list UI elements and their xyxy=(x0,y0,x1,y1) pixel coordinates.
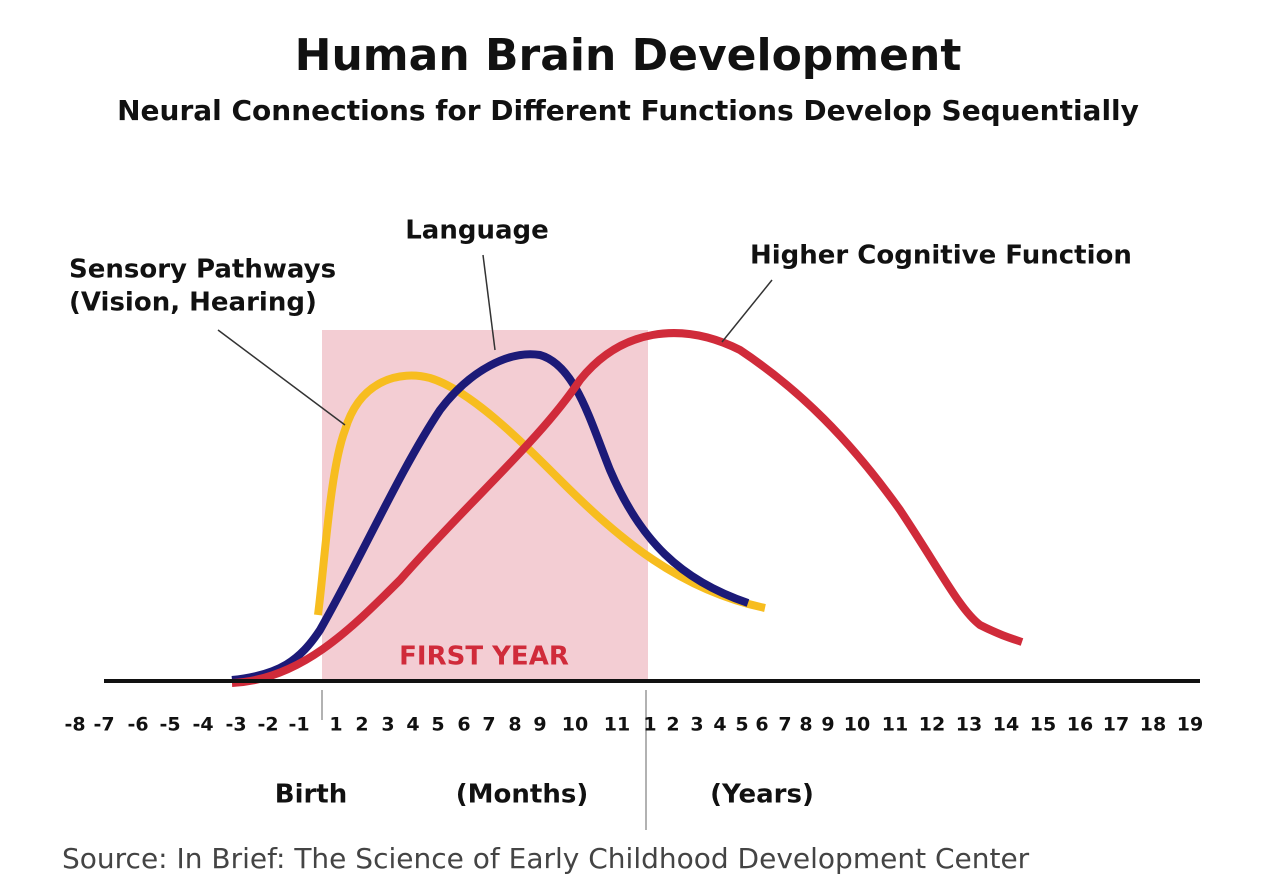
cognitive-curve xyxy=(231,329,1024,687)
sensory-curve xyxy=(314,371,766,616)
tick-label: -3 xyxy=(225,714,246,736)
title: Human Brain Development xyxy=(295,30,962,81)
tick-labels: -8 -7 -6 -5 -4 -3 -2 -1 1 2 3 4 5 6 7 8 9 10 11 1 2 3 4 5 6 7 8 9 10… xyxy=(64,714,1203,736)
tick-label: 7 xyxy=(482,714,495,736)
tick-label: 15 xyxy=(1030,714,1056,736)
tick-label: 17 xyxy=(1103,714,1129,736)
axis-label: (Months) xyxy=(456,780,588,810)
tick-label: 4 xyxy=(713,714,726,736)
tick-label: 11 xyxy=(882,714,908,736)
tick-label: -1 xyxy=(288,714,309,736)
tick-label: -7 xyxy=(93,714,114,736)
highlight-label: FIRST YEAR xyxy=(399,642,569,672)
tick-label: 13 xyxy=(956,714,982,736)
tick-label: 4 xyxy=(406,714,419,736)
curve-label: (Vision, Hearing) xyxy=(69,288,317,318)
tick-label: -2 xyxy=(257,714,278,736)
tick-label: 10 xyxy=(844,714,870,736)
tick-label: 8 xyxy=(799,714,812,736)
tick-label: 12 xyxy=(919,714,945,736)
tick-label: -8 xyxy=(64,714,85,736)
tick-label: 14 xyxy=(993,714,1019,736)
tick-label: 1 xyxy=(329,714,342,736)
tick-label: 5 xyxy=(735,714,748,736)
tick-label: -5 xyxy=(159,714,180,736)
tick-label: 8 xyxy=(508,714,521,736)
first-year-box xyxy=(322,330,648,680)
tick-label: 3 xyxy=(381,714,394,736)
tick-label: 1 xyxy=(643,714,656,736)
tick-label: 19 xyxy=(1177,714,1203,736)
tick-label: 2 xyxy=(666,714,679,736)
curve-label: Higher Cognitive Function xyxy=(750,241,1132,271)
leader-line xyxy=(217,329,346,426)
tick-label: 3 xyxy=(690,714,703,736)
curve-label: Sensory Pathways xyxy=(69,255,336,285)
curve-label: Language xyxy=(405,216,549,246)
tick-label: 7 xyxy=(778,714,791,736)
language-curve xyxy=(231,350,750,684)
axis-label: Birth xyxy=(275,780,348,810)
source: Source: In Brief: The Science of Early C… xyxy=(62,842,1030,875)
tick-label: 10 xyxy=(562,714,588,736)
tick-label: 9 xyxy=(821,714,834,736)
tick-label: -4 xyxy=(192,714,213,736)
leader-line xyxy=(721,279,773,343)
tick-label: 18 xyxy=(1140,714,1166,736)
tick-label: -6 xyxy=(127,714,148,736)
tick-label: 9 xyxy=(533,714,546,736)
axis-label: (Years) xyxy=(710,780,814,810)
leader-line xyxy=(482,254,496,351)
subtitle: Neural Connections for Different Functio… xyxy=(117,94,1139,127)
tick-label: 6 xyxy=(755,714,768,736)
tick-label: 5 xyxy=(431,714,444,736)
tick-label: 6 xyxy=(457,714,470,736)
tick-label: 2 xyxy=(355,714,368,736)
tick-label: 11 xyxy=(604,714,630,736)
tick-label: 16 xyxy=(1067,714,1093,736)
